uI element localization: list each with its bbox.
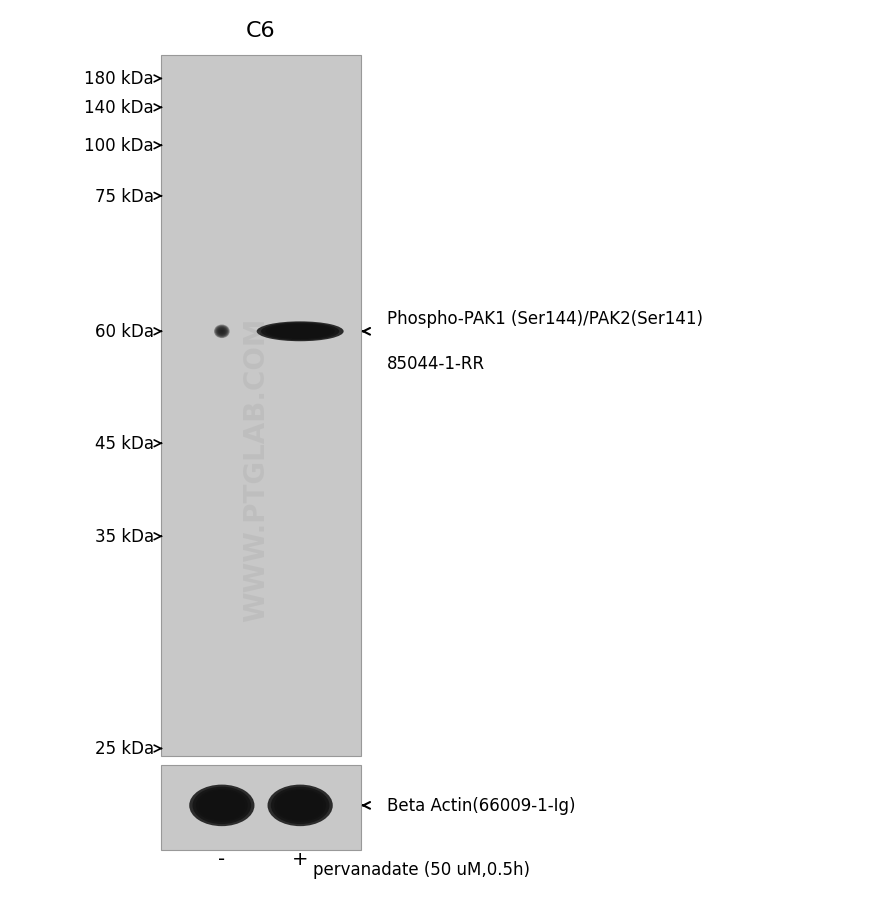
Text: +: + (292, 849, 308, 869)
Ellipse shape (287, 797, 313, 814)
Ellipse shape (217, 328, 226, 336)
Ellipse shape (296, 804, 303, 807)
Ellipse shape (189, 785, 255, 826)
Ellipse shape (214, 325, 229, 339)
Ellipse shape (217, 328, 226, 336)
Ellipse shape (216, 327, 228, 337)
Ellipse shape (196, 789, 248, 822)
Text: pervanadate (50 uM,0.5h): pervanadate (50 uM,0.5h) (313, 860, 529, 878)
Ellipse shape (269, 325, 330, 339)
Ellipse shape (270, 787, 329, 824)
Ellipse shape (215, 326, 229, 338)
Ellipse shape (265, 324, 335, 340)
Ellipse shape (205, 796, 238, 815)
Ellipse shape (212, 799, 231, 812)
Text: WWW.PTGLAB.COM: WWW.PTGLAB.COM (242, 317, 270, 621)
Ellipse shape (283, 796, 316, 815)
Text: 100 kDa: 100 kDa (84, 137, 154, 155)
Text: C6: C6 (246, 21, 275, 41)
Bar (161, 56, 361, 756)
Ellipse shape (216, 801, 228, 810)
Ellipse shape (216, 327, 227, 336)
Text: 140 kDa: 140 kDa (84, 99, 154, 117)
Text: 45 kDa: 45 kDa (95, 435, 154, 453)
Ellipse shape (274, 326, 326, 338)
Ellipse shape (290, 799, 309, 812)
Text: 35 kDa: 35 kDa (95, 528, 154, 546)
Ellipse shape (282, 328, 317, 336)
Ellipse shape (287, 329, 313, 335)
Ellipse shape (209, 797, 235, 814)
Text: 25 kDa: 25 kDa (95, 740, 154, 758)
Ellipse shape (267, 785, 332, 826)
Ellipse shape (274, 789, 326, 822)
Text: 180 kDa: 180 kDa (84, 70, 154, 88)
Ellipse shape (219, 330, 224, 334)
Text: 85044-1-RR: 85044-1-RR (387, 354, 485, 373)
Ellipse shape (293, 801, 306, 810)
Ellipse shape (218, 329, 225, 335)
Ellipse shape (220, 330, 223, 334)
Ellipse shape (277, 791, 322, 820)
Ellipse shape (199, 791, 244, 820)
Text: 60 kDa: 60 kDa (95, 323, 154, 341)
Ellipse shape (280, 793, 319, 818)
Text: 75 kDa: 75 kDa (95, 188, 154, 206)
Ellipse shape (295, 331, 304, 333)
Text: Phospho-PAK1 (Ser144)/PAK2(Ser141): Phospho-PAK1 (Ser144)/PAK2(Ser141) (387, 309, 702, 327)
Ellipse shape (256, 322, 343, 342)
Ellipse shape (261, 323, 339, 341)
Ellipse shape (278, 327, 322, 336)
Ellipse shape (291, 330, 308, 334)
Text: Beta Actin(66009-1-Ig): Beta Actin(66009-1-Ig) (387, 796, 575, 815)
Ellipse shape (218, 804, 225, 807)
Ellipse shape (192, 787, 251, 824)
Ellipse shape (202, 793, 241, 818)
Bar (161, 765, 361, 850)
Text: -: - (218, 849, 225, 869)
